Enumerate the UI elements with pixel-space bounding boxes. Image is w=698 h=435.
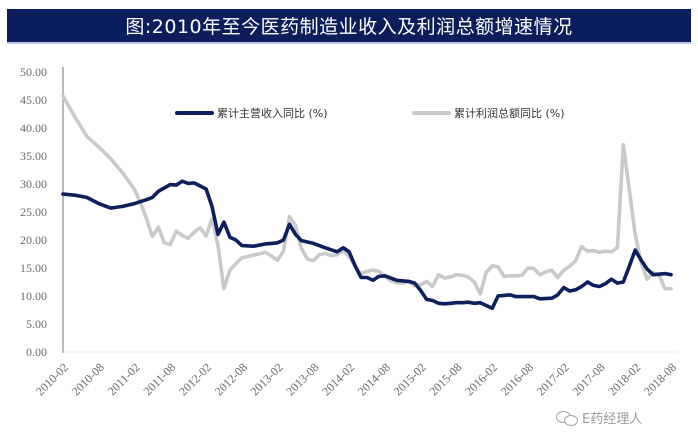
x-tick-label: 2011-08 [141, 360, 179, 398]
x-tick-label: 2016-02 [462, 360, 500, 398]
x-tick-label: 2018-08 [641, 360, 679, 398]
x-tick-label: 2015-02 [391, 360, 429, 398]
watermark: E药经理人 [556, 408, 642, 427]
y-tick-label: 25.00 [20, 205, 47, 219]
x-tick-label: 2018-02 [605, 360, 643, 398]
y-tick-label: 15.00 [20, 261, 47, 275]
x-tick-label: 2012-02 [176, 360, 214, 398]
series-line-revenue [61, 179, 673, 311]
x-tick-label: 2015-08 [426, 360, 464, 398]
y-axis: 0.00 5.00 10.00 15.00 20.00 25.00 30.00 35.00 40… [20, 65, 64, 359]
x-tick-label: 2017-02 [534, 360, 572, 398]
watermark-text: E药经理人 [582, 412, 643, 427]
series-line-profit [61, 94, 673, 296]
legend-item-profit: 累计利润总额同比 (%) [412, 106, 565, 120]
y-tick-label: 35.00 [20, 149, 47, 163]
legend-label-revenue: 累计主营收入同比 (%) [217, 106, 328, 120]
x-tick-label: 2014-02 [319, 360, 357, 398]
legend-item-revenue: 累计主营收入同比 (%) [175, 106, 328, 120]
x-tick-label: 2014-08 [355, 360, 393, 398]
y-tick-label: 45.00 [20, 93, 47, 107]
y-tick-label: 20.00 [20, 233, 47, 247]
y-tick-label: 10.00 [20, 289, 47, 303]
x-axis: 2010-022010-082011-022011-082012-022012-… [33, 351, 679, 398]
x-tick-label: 2010-08 [69, 360, 107, 398]
chart-title-bar: 图:2010年至今医药制造业收入及利润总额增速情况 [7, 9, 691, 44]
x-tick-label: 2010-02 [33, 360, 71, 398]
y-tick-label: 30.00 [20, 177, 47, 191]
x-tick-label: 2012-08 [212, 360, 250, 398]
y-tick-label: 0.00 [26, 345, 47, 359]
x-tick-label: 2016-08 [498, 360, 536, 398]
legend-label-profit: 累计利润总额同比 (%) [454, 106, 565, 120]
y-tick-label: 50.00 [20, 65, 47, 79]
x-tick-label: 2013-08 [283, 360, 321, 398]
chart-series [61, 94, 673, 311]
wechat-icon [556, 410, 578, 426]
y-tick-label: 40.00 [20, 121, 47, 135]
chart-legend: 累计主营收入同比 (%) 累计利润总额同比 (%) [175, 106, 565, 120]
x-tick-label: 2013-02 [248, 360, 286, 398]
x-tick-label: 2017-08 [569, 360, 607, 398]
y-tick-label: 5.00 [26, 317, 47, 331]
chart-title: 图:2010年至今医药制造业收入及利润总额增速情况 [125, 16, 573, 38]
x-tick-label: 2011-02 [105, 360, 143, 398]
